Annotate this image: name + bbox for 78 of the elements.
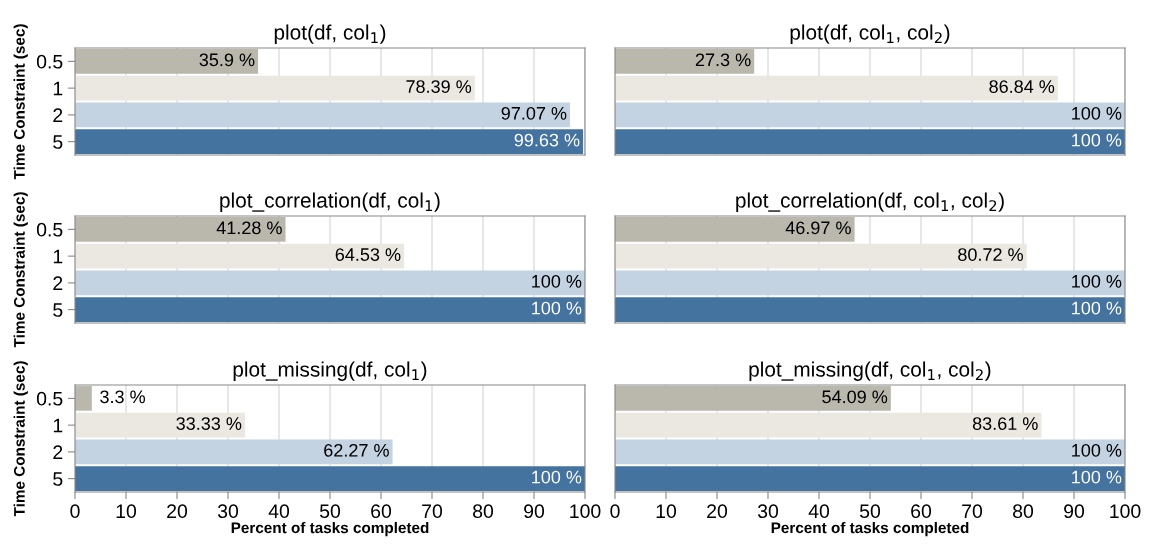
x-tick-label: 90 <box>1064 504 1085 519</box>
x-tick-label: 30 <box>217 504 239 519</box>
x-axis-title: Percent of tasks completed <box>231 521 429 537</box>
data-label: 100 % <box>1072 301 1122 315</box>
chart-title: plot_correlation(df, col$_{1}$) <box>220 192 440 212</box>
y-tick-label: 5 <box>53 472 63 486</box>
chart-title: plot_correlation(df, col$_{1}$, col$_{2}$) <box>736 192 1004 212</box>
y-tick-label: 0.5 <box>36 54 63 69</box>
data-label: 86.84 % <box>989 80 1055 93</box>
x-tick-label: 50 <box>319 504 341 519</box>
x-tick-label: 100 <box>1110 504 1141 519</box>
data-label: 62.27 % <box>324 443 389 457</box>
bar <box>75 75 475 101</box>
x-tick-label: 40 <box>808 504 830 519</box>
x-tick-label: 20 <box>167 504 188 519</box>
y-tick-label: 1 <box>53 81 63 96</box>
data-label: 97.07 % <box>501 106 567 120</box>
x-tick-label: 70 <box>422 504 443 519</box>
x-axis-title: Percent of tasks completed <box>771 521 969 537</box>
bar <box>615 412 1042 438</box>
x-tick-label: 80 <box>473 504 494 519</box>
y-tick-label: 0.5 <box>36 222 63 237</box>
y-tick-label: 0.5 <box>36 391 63 406</box>
data-label: 100 % <box>1072 470 1122 484</box>
data-label: 100 % <box>1072 133 1122 147</box>
y-tick-label: 2 <box>53 276 63 290</box>
y-tick-label: 1 <box>53 249 63 264</box>
data-label: 46.97 % <box>785 221 851 235</box>
bar <box>75 102 571 128</box>
x-tick-label: 20 <box>707 504 728 519</box>
data-label: 35.9 % <box>199 53 255 67</box>
data-label: 83.61 % <box>972 417 1038 430</box>
x-tick-label: 0 <box>70 504 80 519</box>
y-tick-label: 2 <box>53 445 63 459</box>
data-label: 100 % <box>1072 106 1122 120</box>
y-tick-label: 5 <box>53 135 63 149</box>
data-label: 80.72 % <box>958 248 1023 261</box>
x-tick-label: 40 <box>268 504 290 519</box>
x-tick-label: 80 <box>1013 504 1034 519</box>
bar <box>75 386 92 411</box>
data-label: 100 % <box>1072 274 1122 288</box>
data-label: 27.3 % <box>695 53 751 67</box>
x-tick-label: 90 <box>524 504 545 519</box>
y-axis-title: Time Constraint (sec) <box>13 24 28 180</box>
x-tick-label: 60 <box>371 504 392 519</box>
x-tick-label: 10 <box>116 504 137 519</box>
y-tick-label: 2 <box>53 108 63 122</box>
x-tick-label: 100 <box>570 504 601 519</box>
bar <box>615 439 1125 465</box>
bar <box>75 412 245 438</box>
data-label: 100 % <box>532 301 582 315</box>
bar <box>615 386 891 411</box>
chart-title: plot(df, col$_{1}$) <box>274 24 386 44</box>
data-label: 99.63 % <box>514 133 580 147</box>
chart-title: plot(df, col$_{1}$, col$_{2}$) <box>790 24 950 44</box>
data-label: 54.09 % <box>822 390 888 404</box>
data-label: 3.3 % <box>100 390 146 404</box>
y-tick-label: 5 <box>53 303 63 317</box>
x-tick-label: 0 <box>610 504 620 519</box>
y-axis-title: Time Constraint (sec) <box>13 192 28 348</box>
x-tick-label: 50 <box>859 504 881 519</box>
bar <box>75 439 393 465</box>
data-label: 100 % <box>532 470 582 484</box>
x-tick-label: 60 <box>911 504 932 519</box>
data-label: 78.39 % <box>406 80 472 93</box>
x-tick-label: 10 <box>656 504 677 519</box>
x-tick-label: 70 <box>962 504 983 519</box>
y-tick-label: 1 <box>53 418 63 433</box>
x-tick-label: 30 <box>757 504 779 519</box>
data-label: 33.33 % <box>176 417 242 430</box>
data-label: 100 % <box>532 274 582 288</box>
chart-title: plot_missing(df, col$_{1}$) <box>233 361 427 381</box>
data-label: 100 % <box>1072 443 1122 457</box>
bar <box>75 49 259 74</box>
data-label: 41.28 % <box>216 221 282 235</box>
y-axis-title: Time Constraint (sec) <box>13 361 28 517</box>
chart-title: plot_missing(df, col$_{1}$, col$_{2}$) <box>749 361 991 381</box>
data-label: 64.53 % <box>335 248 401 261</box>
